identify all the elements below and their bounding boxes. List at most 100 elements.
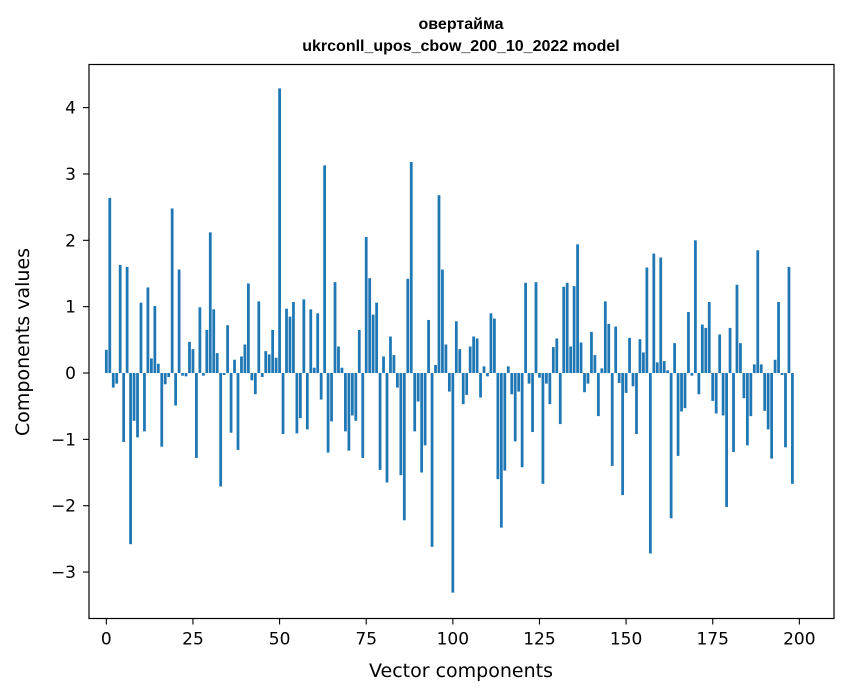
bar-102 [458,349,462,374]
bar-170 [694,240,697,374]
bar-182 [735,284,739,374]
bar-122 [527,373,531,384]
y-tick-label-5: 2 [65,231,76,251]
bar-30 [208,232,212,374]
bar-136 [576,244,579,374]
bar-64 [326,373,330,453]
bar-188 [756,250,760,374]
bar-32 [215,353,219,374]
bar-142 [596,373,600,417]
bar-117 [510,373,514,395]
bar-70 [347,373,351,451]
bar-103 [461,373,465,405]
bar-86 [402,373,406,521]
bar-112 [493,318,496,374]
bar-39 [240,356,243,374]
bar-150 [624,373,628,393]
chart-title-line1: овертайма [419,16,504,33]
bar-147 [614,326,618,374]
bar-90 [416,373,420,402]
bar-91 [420,373,424,473]
bar-24 [188,341,191,374]
bar-125 [538,373,541,378]
bar-198 [791,373,794,484]
bar-141 [593,355,597,374]
x-tick-label-7: 175 [696,630,728,650]
bar-146 [610,373,614,466]
bar-111 [489,313,493,374]
x-axis-ticks: 0 25 50 75 100 125 150 175 200 [101,618,816,650]
bar-25 [191,349,195,374]
bar-87 [406,278,410,374]
bar-177 [718,334,722,374]
bar-9 [136,373,139,438]
y-tick-label-2: −1 [51,430,76,450]
bar-59 [309,309,313,374]
bar-179 [725,373,728,508]
bar-183 [739,343,742,374]
bar-50 [278,88,281,374]
bar-143 [600,368,604,374]
bar-155 [642,352,645,374]
bar-161 [662,361,666,374]
bar-56 [298,373,302,419]
bar-83 [392,355,396,374]
bar-130 [555,338,559,374]
bar-195 [780,373,784,375]
bar-138 [583,373,586,393]
y-tick-label-1: −2 [51,497,76,517]
bar-180 [728,327,732,374]
bar-73 [357,329,361,374]
bar-8 [132,373,136,421]
bar-54 [292,302,295,374]
bar-71 [350,373,354,416]
bar-43 [253,373,257,395]
bar-6 [125,266,129,374]
bar-74 [361,373,365,458]
bar-44 [257,301,261,374]
bar-14 [153,306,157,374]
bar-174 [707,302,711,374]
bar-152 [631,373,635,387]
bar-176 [714,373,718,414]
bar-194 [777,302,780,374]
bar-13 [149,358,153,374]
bar-11 [143,373,146,432]
bar-162 [666,370,670,374]
bar-52 [285,308,288,374]
bar-4 [118,264,122,374]
bar-81 [385,373,389,483]
bar-77 [371,314,375,374]
bar-26 [195,373,198,458]
bar-126 [541,373,545,484]
bar-196 [784,373,787,448]
x-tick-label-2: 50 [269,630,291,650]
bar-187 [752,364,756,374]
bar-5 [122,373,126,443]
bar-0 [104,349,108,374]
bar-41 [247,283,250,374]
bar-68 [340,367,344,374]
bar-15 [156,363,160,374]
bar-18 [167,373,171,377]
y-axis-ticks: −3 −2 −1 0 1 2 3 4 [51,99,89,583]
bar-40 [243,344,247,374]
bar-48 [271,329,275,374]
bar-93 [427,319,430,374]
bar-19 [170,208,174,374]
plot-frame [88,63,835,620]
bar-33 [219,373,223,487]
bar-34 [222,373,226,375]
bar-166 [680,373,683,412]
bar-12 [146,287,150,374]
bar-167 [683,373,687,409]
bar-21 [177,269,181,374]
x-axis-label: Vector components [369,660,553,682]
bar-69 [344,373,347,432]
bar-128 [548,373,552,405]
bar-99 [447,373,451,392]
bar-175 [711,373,715,401]
y-tick-label-7: 4 [65,99,76,119]
x-tick-label-0: 0 [101,630,112,650]
bar-67 [337,346,340,374]
